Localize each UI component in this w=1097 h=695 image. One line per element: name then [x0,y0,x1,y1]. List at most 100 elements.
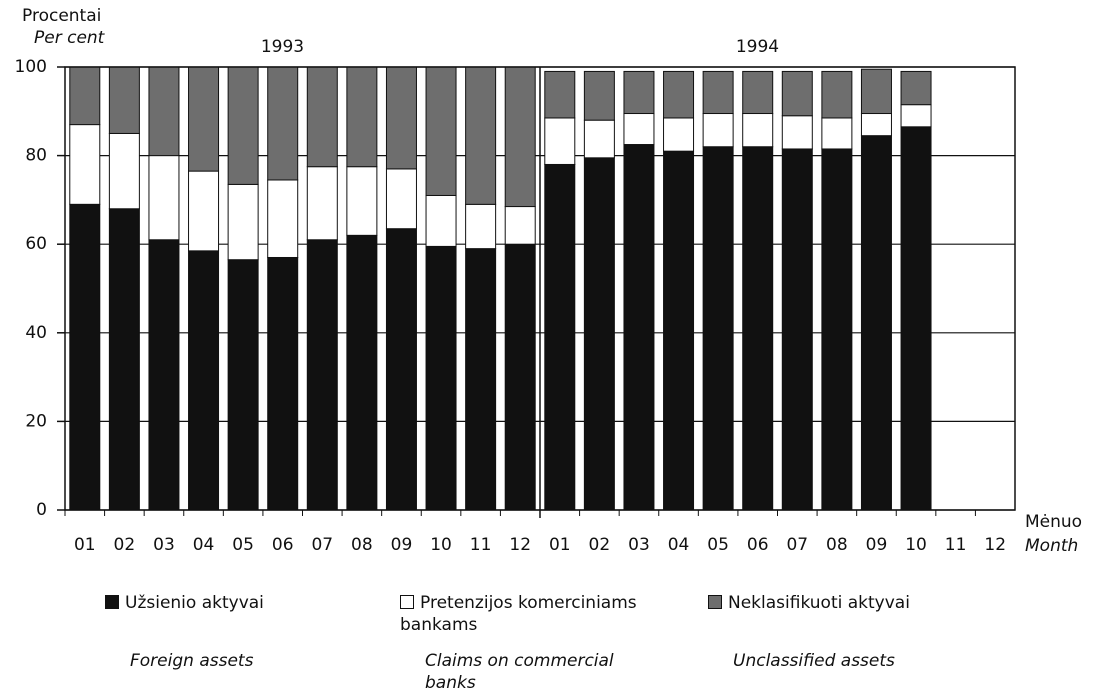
y-axis-label: Per cent [34,28,106,48]
bar-segment [425,194,457,247]
bar-segment [583,157,615,511]
bar-segment [702,146,734,511]
legend-swatch [708,595,722,609]
legend-swatch [105,595,119,609]
bar-segment [346,166,378,236]
y-tick-label: 40 [25,323,47,343]
y-tick-label: 60 [25,234,47,254]
x-tick-label: 11 [945,535,967,555]
x-tick-label: 05 [707,535,729,555]
bar-segment [148,66,180,157]
bar-segment [702,70,734,115]
bar-segment [267,256,299,511]
bar-segment [742,113,774,148]
y-tick-label: 80 [25,146,47,166]
x-tick-label: 02 [114,535,136,555]
y-tick-label: 100 [15,57,47,77]
bar-segment [188,250,220,511]
x-axis-label: Mėnuo [1025,512,1082,532]
bar-segment [267,66,299,181]
bar-segment [227,183,259,261]
bar-segment [108,132,140,210]
x-tick-label: 11 [470,535,492,555]
x-tick-label: 10 [430,535,452,555]
x-tick-label: 04 [193,535,215,555]
bar-segment [425,66,457,196]
bar-segment [821,148,853,511]
legend-entry: Pretenzijos komerciniams bankams [400,592,680,636]
bar-segment [108,208,140,511]
bar-segment [465,203,497,250]
bar-segment [504,206,536,245]
x-tick-label: 09 [391,535,413,555]
bar-segment [306,66,338,168]
bar-segment [69,203,101,511]
legend-label-en: Foreign assets [130,651,254,671]
bar-segment [900,104,932,128]
x-tick-label: 06 [272,535,294,555]
x-tick-label: 10 [905,535,927,555]
y-tick-label: 0 [36,500,47,520]
x-tick-label: 09 [866,535,888,555]
bar-segment [821,70,853,119]
x-tick-label: 07 [786,535,808,555]
bar-segment [544,163,576,511]
x-tick-label: 06 [747,535,769,555]
bar-segment [188,170,220,252]
bar-segment [504,66,536,208]
x-tick-label: 12 [984,535,1006,555]
legend-entry: Neklasifikuoti aktyvai [708,592,968,614]
bar-segment [860,135,892,511]
legend-label: Užsienio aktyvai [125,593,264,613]
legend-swatch [400,595,414,609]
bar-segment [346,234,378,511]
y-tick-label: 20 [25,411,47,431]
x-tick-label: 03 [628,535,650,555]
legend-entry: Užsienio aktyvai [105,592,375,614]
x-tick-label: 08 [826,535,848,555]
bar-segment [148,239,180,511]
legend-label-en: Claims on commercial banks [425,651,614,693]
bar-segment [346,66,378,168]
plot-frame [64,66,1016,511]
bar-segment [702,113,734,148]
bar-segment [781,115,813,150]
bar-segment [267,179,299,258]
bar-segment [781,70,813,117]
bar-segment [465,66,497,205]
bar-segment [544,70,576,119]
bar-segment [583,70,615,121]
legend-label: Neklasifikuoti aktyvai [728,593,910,613]
x-tick-label: 04 [668,535,690,555]
bar-segment [385,66,417,170]
bar-segment [663,70,695,119]
legend-label-en: Unclassified assets [733,651,895,671]
x-tick-label: 01 [549,535,571,555]
bar-segment [900,70,932,106]
bar-segment [504,243,536,511]
x-axis-label: Month [1025,536,1078,556]
bar-segment [860,113,892,137]
x-tick-label: 07 [311,535,333,555]
bar-segment [663,117,695,152]
bar-segment [544,117,576,165]
bar-segment [227,259,259,511]
bar-segment [385,228,417,511]
bar-segment [148,155,180,241]
bar-segment [583,119,615,159]
bar-segment [306,166,338,241]
y-axis-label: Procentai [22,6,101,26]
bar-segment [465,248,497,511]
group-label: 1993 [261,37,304,57]
bar-segment [623,70,655,115]
group-label: 1994 [736,37,779,57]
bar-segment [425,245,457,511]
x-tick-label: 01 [74,535,96,555]
legend-label: Pretenzijos komerciniams bankams [400,593,637,635]
bar-segment [623,144,655,511]
bar-segment [623,113,655,146]
bar-segment [742,70,774,115]
x-tick-label: 12 [509,535,531,555]
